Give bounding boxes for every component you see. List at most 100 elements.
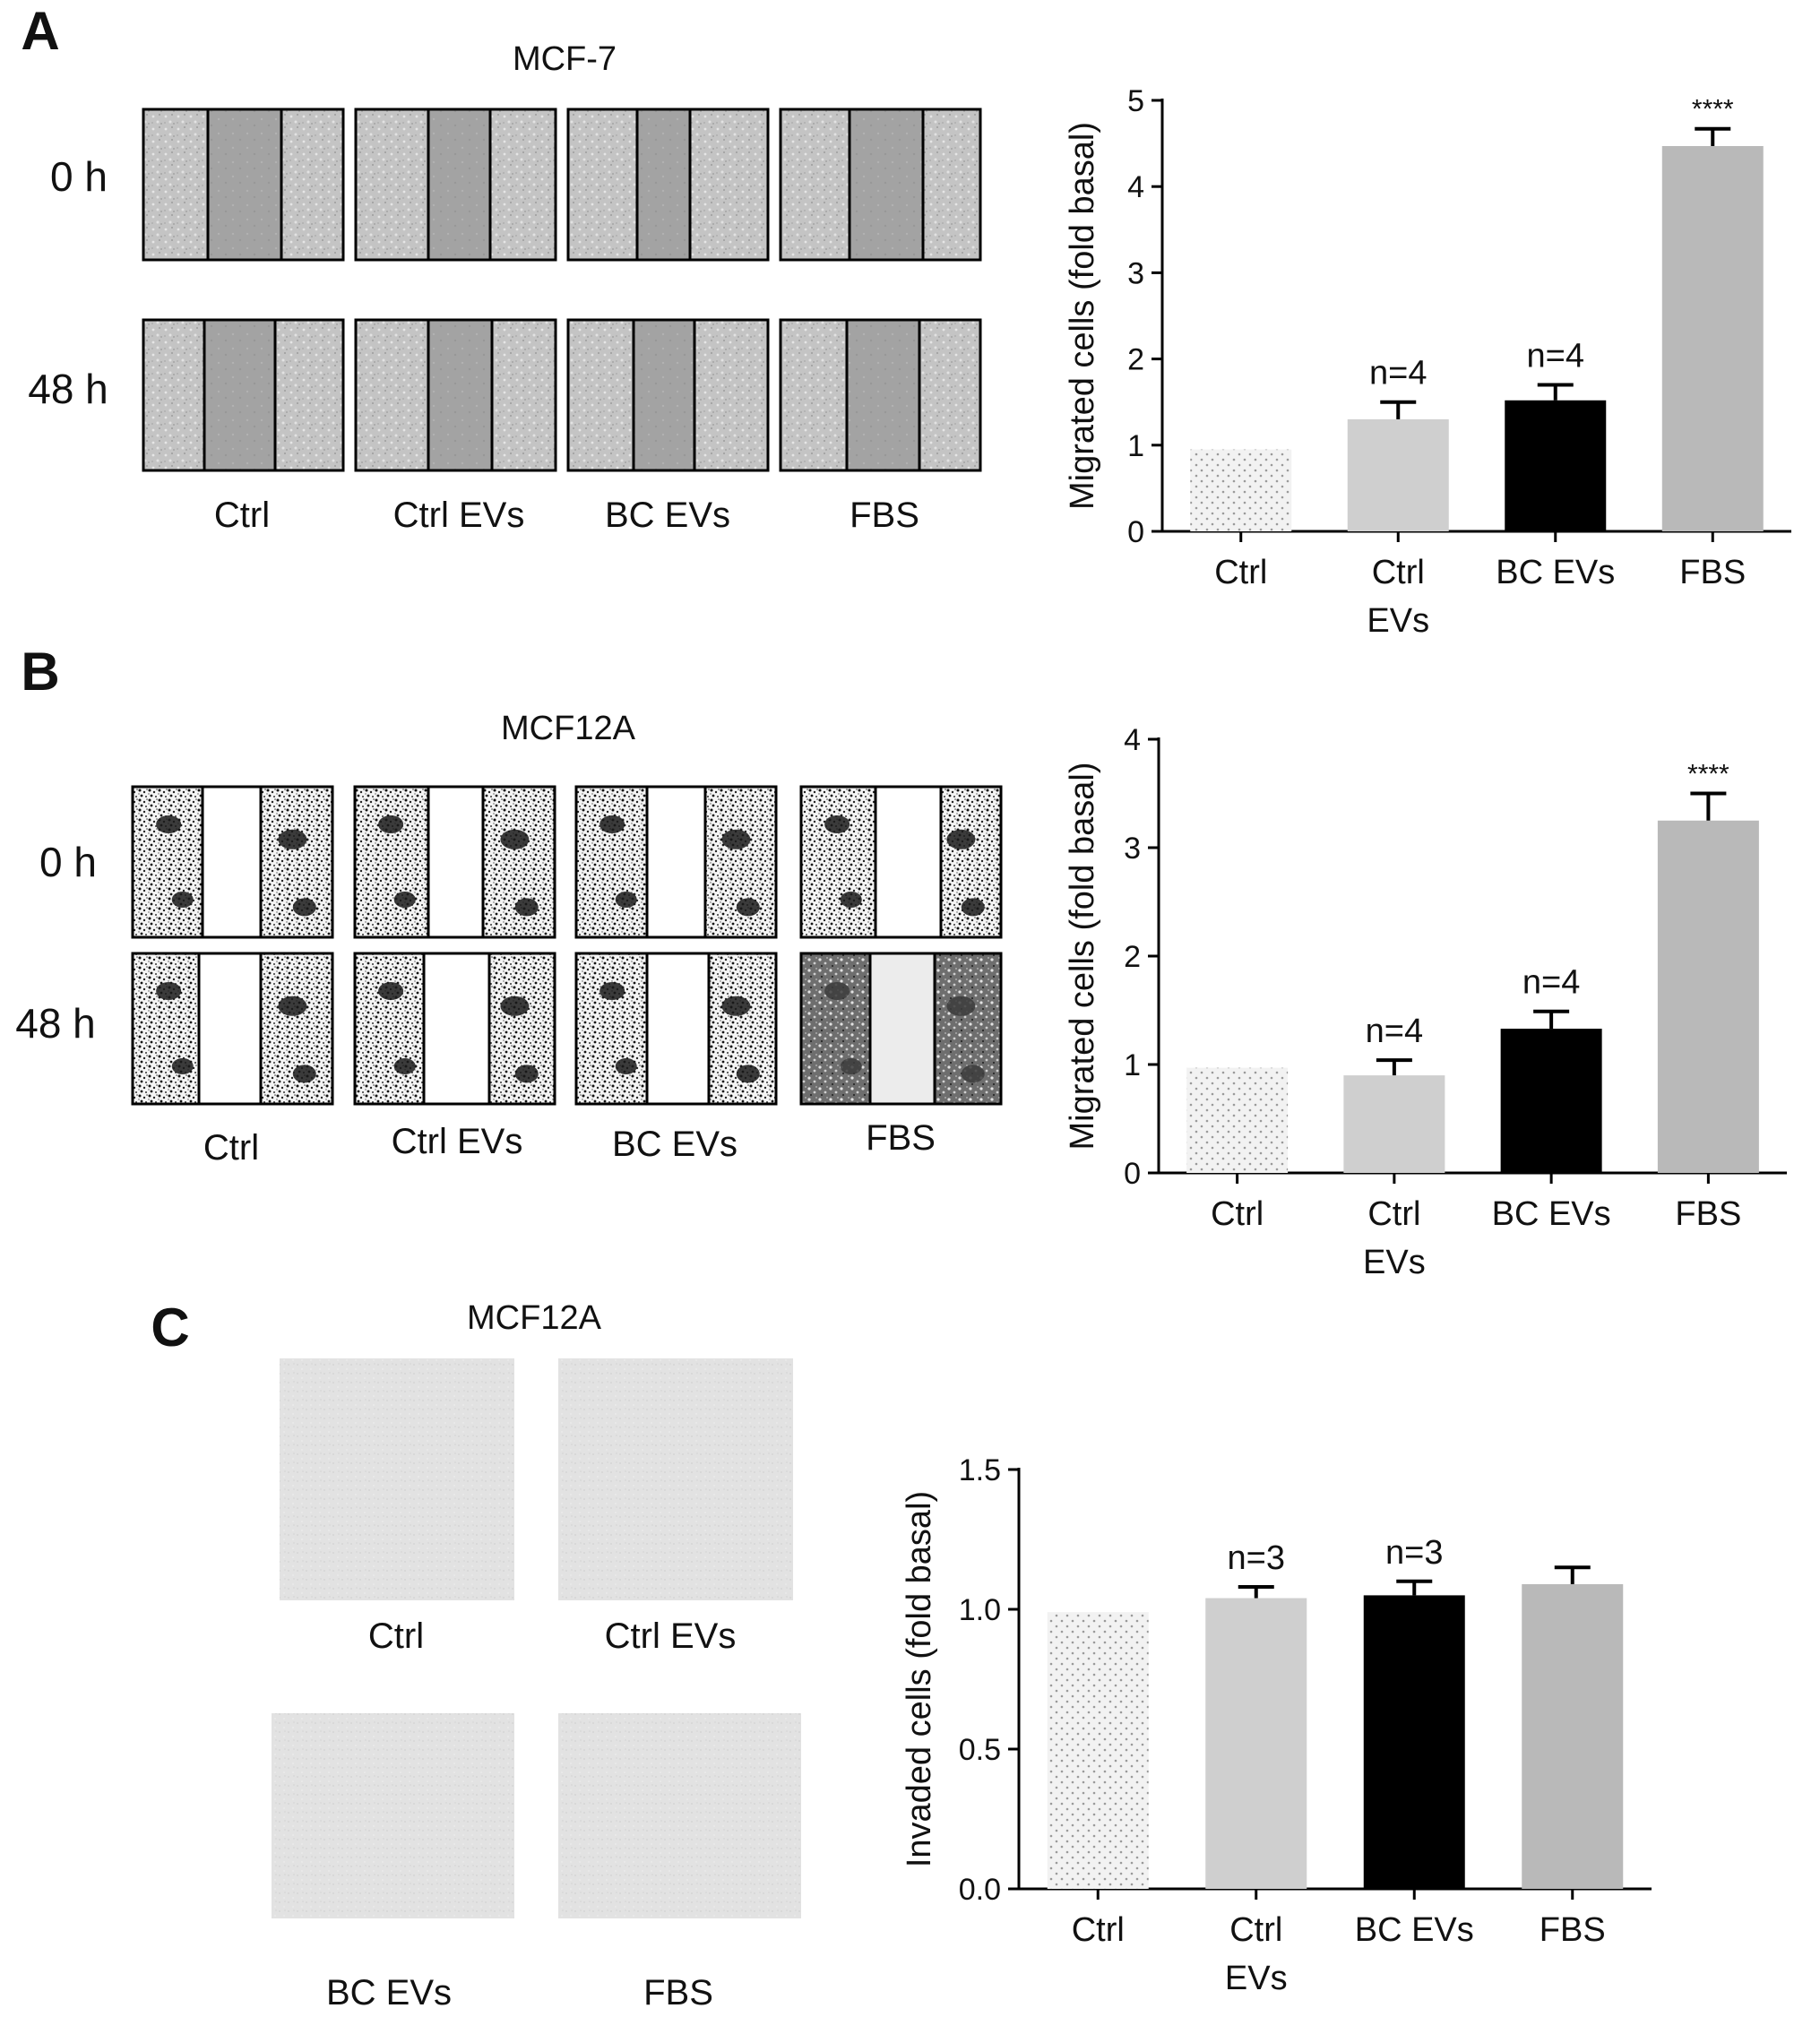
micrograph-a-48h [566,318,770,472]
column-label: Ctrl EVs [393,496,525,535]
wound-gap [647,788,705,936]
bar-2 [1347,418,1449,531]
x-tick-label: EVs [1363,1244,1426,1281]
cell-cluster [393,1058,416,1074]
significance-stars: **** [1687,760,1729,789]
cell-cluster [946,829,976,849]
bar-3 [1505,400,1607,531]
cell-cluster [292,1065,316,1083]
x-tick-label: EVs [1367,602,1429,640]
n-label: n=4 [1527,337,1584,375]
micrograph-b-0h [799,785,1003,939]
column-label: BC EVs [612,1125,737,1164]
micrograph-c [558,1358,793,1600]
wound-gap [847,321,919,470]
bar-1 [1047,1612,1149,1889]
bar-2 [1343,1075,1445,1173]
cell-cluster [615,892,637,908]
wound-gap [634,321,694,470]
cell-cluster [292,898,316,917]
x-tick-label: BC EVs [1492,1195,1611,1233]
bar-4 [1661,145,1764,531]
cell-cluster [721,829,751,849]
x-tick-label: Ctrl [1372,554,1425,591]
column-label: FBS [866,1118,936,1158]
image-label: Ctrl EVs [605,1616,737,1656]
row-label-48h: 48 h [15,1000,96,1047]
cell-cluster [393,892,416,908]
x-tick-label: EVs [1225,1960,1288,1997]
micrograph-b-0h [574,785,778,939]
row-label-48h: 48 h [28,366,108,412]
wound-gap [850,110,923,259]
micrograph-frame [280,1358,514,1600]
wound-gap [637,110,690,259]
y-tick-label: 1.0 [959,1593,1001,1627]
cell-cluster [840,1058,862,1074]
bar-2 [1205,1598,1307,1889]
micrograph-c [558,1713,801,1918]
bar-chart: 0.0 0.5 1.0 1.5 Invaded cells (fold basal) Ct… [901,1453,1652,1997]
wound-gap [647,954,709,1103]
panel-a-title: MCF-7 [513,40,617,78]
micrograph-frame [272,1713,514,1918]
cell-cluster [514,1065,539,1083]
y-tick-label: 0 [1127,515,1144,549]
cell-cluster [156,815,182,833]
x-tick-label: Ctrl [1072,1911,1125,1949]
micrograph-a-0h [566,108,770,262]
y-tick-label: 5 [1127,84,1144,118]
y-tick-label: 4 [1127,170,1144,204]
image-label: BC EVs [326,1973,452,2013]
cell-cluster [514,898,539,917]
micrograph-b-48h [353,952,556,1106]
y-tick-label: 3 [1127,256,1144,290]
y-tick-label: 0 [1124,1157,1141,1191]
micrograph-a-48h [142,318,345,472]
x-tick-label: FBS [1540,1911,1606,1949]
micrograph-b-48h [131,952,334,1106]
micrograph-a-0h [354,108,557,262]
micrograph-b-0h [131,785,334,939]
x-tick-label: Ctrl [1214,554,1267,591]
cell-cluster [615,1058,637,1074]
wound-gap [428,788,483,936]
wound-gap [204,321,275,470]
x-tick-label: BC EVs [1355,1911,1474,1949]
x-tick-label: Ctrl [1211,1195,1264,1233]
column-label: BC EVs [605,496,730,535]
cell-cluster [840,892,862,908]
bar-1 [1190,449,1292,531]
row-label-0h: 0 h [50,153,108,200]
column-label: FBS [850,496,919,535]
cell-cluster [736,898,760,917]
wound-gap [199,954,261,1103]
cell-cluster [278,996,307,1016]
panel-letter-a: A [21,1,59,61]
y-tick-label: 0.5 [959,1733,1001,1767]
significance-stars: **** [1692,95,1734,125]
wound-gap [424,954,489,1103]
n-label: n=3 [1228,1539,1285,1577]
cell-cluster [278,829,307,849]
n-label: n=4 [1366,1013,1423,1050]
y-tick-label: 1 [1124,1048,1141,1082]
image-label: Ctrl [368,1616,424,1656]
y-tick-label: 3 [1124,832,1141,866]
y-axis-label: Invaded cells (fold basal) [901,1491,938,1867]
cell-cluster [599,815,625,833]
cell-cluster [824,982,850,1000]
y-tick-label: 4 [1124,723,1141,757]
column-label: Ctrl EVs [392,1122,523,1161]
wound-gap [203,788,261,936]
micrograph-frame [558,1358,793,1600]
n-label: n=4 [1369,355,1427,392]
cell-cluster [961,1065,985,1083]
y-tick-label: 2 [1124,940,1141,974]
bar-4 [1522,1583,1624,1889]
x-tick-label: FBS [1675,1195,1741,1233]
micrograph-c [280,1358,514,1600]
y-tick-label: 1 [1127,429,1144,463]
wound-gap [428,110,490,259]
